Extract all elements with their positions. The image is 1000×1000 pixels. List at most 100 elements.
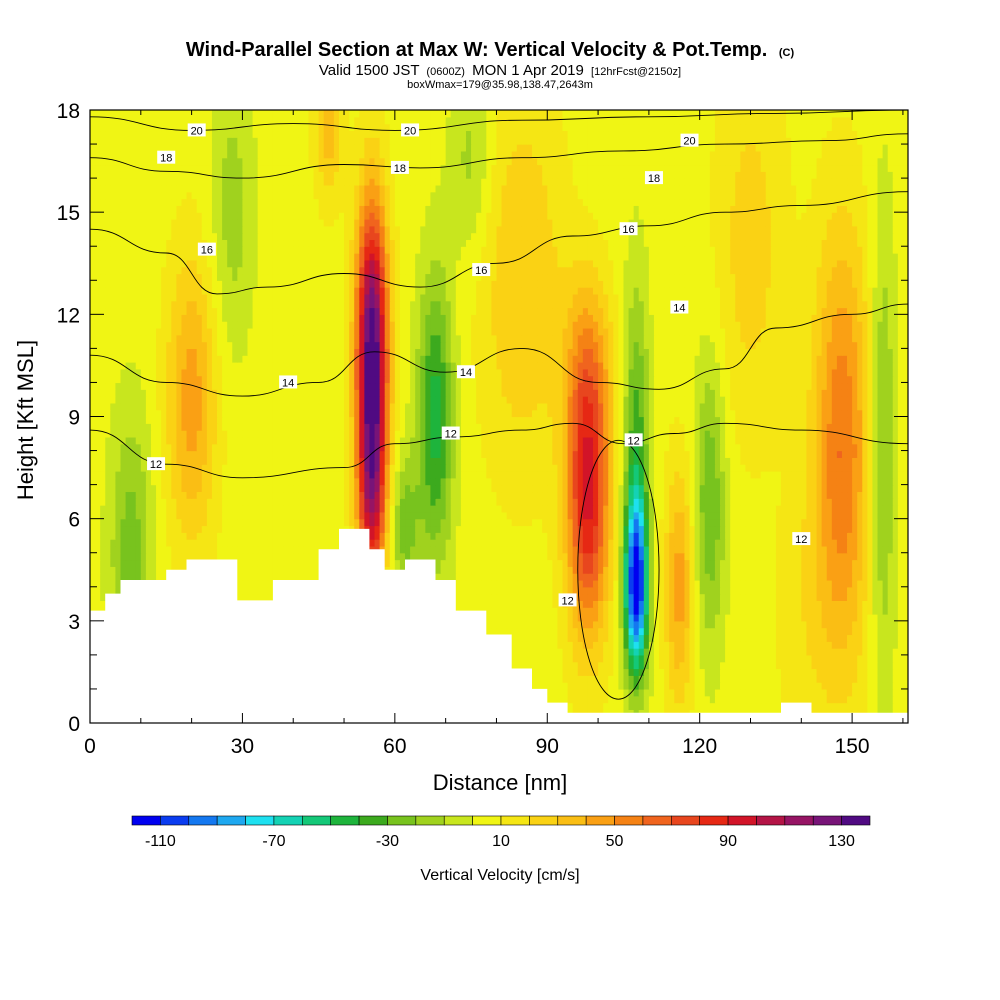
velocity-cell: [664, 627, 670, 636]
velocity-cell: [471, 532, 477, 540]
velocity-cell: [841, 559, 848, 567]
velocity-cell: [877, 695, 884, 704]
velocity-cell: [638, 668, 645, 676]
velocity-cell: [877, 688, 884, 697]
velocity-cell: [547, 573, 553, 581]
velocity-cell: [552, 511, 559, 520]
velocity-cell: [841, 600, 848, 608]
velocity-cell: [760, 682, 767, 690]
velocity-cell: [664, 511, 670, 520]
velocity-cell: [435, 573, 442, 581]
velocity-cell: [267, 539, 274, 547]
velocity-cell: [618, 532, 625, 540]
velocity-cell: [791, 586, 797, 595]
velocity-cell: [115, 552, 122, 561]
velocity-cell: [770, 600, 777, 608]
velocity-cell: [806, 511, 813, 520]
velocity-cell: [720, 648, 726, 656]
velocity-cell: [831, 661, 838, 670]
velocity-cell: [486, 525, 492, 533]
velocity-cell: [867, 511, 874, 520]
velocity-cell: [201, 539, 208, 547]
velocity-cell: [648, 627, 655, 636]
velocity-cell: [547, 627, 553, 636]
velocity-cell: [765, 682, 772, 690]
velocity-cell: [603, 675, 609, 683]
velocity-cell: [867, 566, 874, 574]
velocity-cell: [791, 573, 797, 581]
velocity-cell: [598, 614, 604, 622]
velocity-cell: [897, 607, 904, 615]
velocity-cell: [628, 566, 635, 574]
velocity-cell: [445, 566, 452, 574]
velocity-cell: [755, 627, 762, 636]
velocity-cell: [572, 607, 579, 615]
velocity-cell: [770, 552, 777, 561]
velocity-cell: [679, 641, 686, 649]
velocity-cell: [592, 579, 599, 588]
velocity-cell: [598, 579, 604, 588]
velocity-cell: [709, 688, 716, 697]
velocity-cell: [277, 532, 284, 540]
velocity-cell: [145, 511, 152, 520]
velocity-cell: [628, 593, 635, 601]
velocity-cell: [699, 695, 706, 704]
velocity-cell: [821, 634, 828, 642]
velocity-cell: [699, 675, 706, 683]
velocity-cell: [491, 566, 498, 574]
velocity-cell: [669, 634, 675, 642]
velocity-cell: [897, 668, 904, 676]
velocity-cell: [699, 682, 706, 690]
velocity-cell: [725, 682, 731, 690]
velocity-cell: [760, 511, 767, 520]
velocity-cell: [664, 695, 670, 704]
velocity-cell: [608, 648, 614, 656]
velocity-cell: [140, 566, 147, 574]
velocity-cell: [262, 593, 269, 601]
velocity-cell: [532, 586, 538, 595]
velocity-cell: [725, 573, 731, 581]
velocity-cell: [415, 545, 421, 554]
velocity-cell: [532, 668, 538, 676]
velocity-cell: [831, 552, 838, 561]
velocity-cell: [389, 552, 396, 561]
velocity-cell: [328, 525, 335, 533]
velocity-cell: [796, 545, 802, 554]
velocity-cell: [222, 511, 228, 520]
velocity-cell: [852, 532, 858, 540]
velocity-cell: [613, 511, 619, 520]
velocity-cell: [740, 607, 747, 615]
velocity-cell: [664, 545, 670, 554]
velocity-cell: [887, 688, 894, 697]
velocity-cell: [582, 586, 589, 595]
velocity-cell: [847, 607, 853, 615]
velocity-cell: [877, 532, 884, 540]
velocity-cell: [598, 675, 604, 683]
velocity-cell: [669, 648, 675, 656]
velocity-cell: [532, 566, 538, 574]
velocity-cell: [379, 518, 386, 527]
velocity-cell: [389, 545, 396, 554]
velocity-cell: [547, 532, 553, 540]
velocity-cell: [780, 559, 787, 567]
velocity-cell: [460, 566, 467, 574]
velocity-cell: [765, 620, 772, 629]
velocity-cell: [689, 695, 696, 704]
velocity-cell: [181, 532, 188, 540]
velocity-cell: [816, 682, 823, 690]
velocity-cell: [557, 627, 564, 636]
velocity-cell: [811, 607, 818, 615]
velocity-cell: [257, 586, 264, 595]
velocity-cell: [877, 566, 884, 574]
velocity-cell: [786, 552, 792, 561]
velocity-cell: [694, 539, 701, 547]
velocity-cell: [679, 688, 686, 697]
velocity-cell: [283, 525, 289, 533]
velocity-cell: [836, 702, 843, 710]
velocity-cell: [603, 532, 609, 540]
velocity-cell: [755, 539, 762, 547]
velocity-cell: [557, 682, 564, 690]
velocity-cell: [623, 552, 630, 561]
velocity-cell: [521, 654, 528, 663]
velocity-cell: [882, 600, 889, 608]
